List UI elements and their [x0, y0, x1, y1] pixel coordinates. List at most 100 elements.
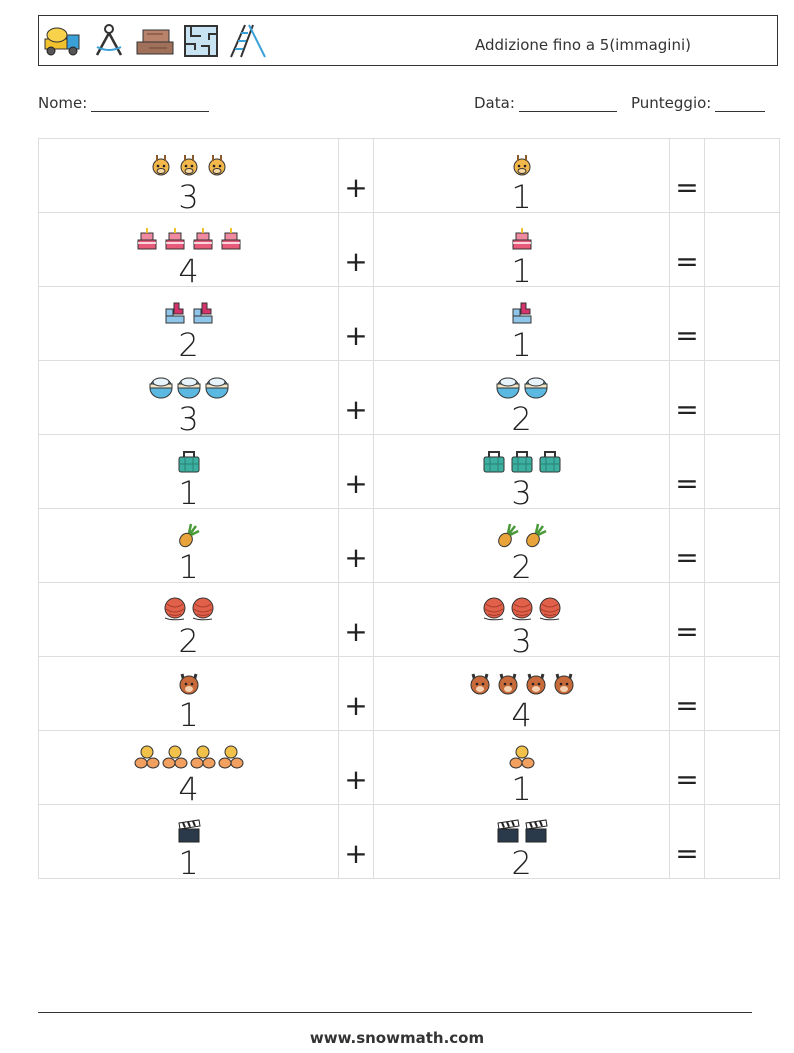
equals-sign-cell: = [669, 286, 705, 361]
answer-cell[interactable] [704, 434, 780, 509]
right-term-cell: 1 [373, 286, 670, 361]
problem-row: 3 +2 = [38, 360, 780, 438]
right-term-cell: 3 [373, 582, 670, 660]
answer-cell[interactable] [704, 212, 780, 287]
footer-url: www.snowmath.com [309, 1029, 485, 1047]
problem-row: 1 +3 = [38, 434, 780, 512]
left-number: 1 [178, 696, 199, 734]
bowl-icon [176, 374, 202, 404]
left-pictures [39, 372, 338, 404]
problems-body: 3 +1 = 4 +1 = 2 +1 = 3 +2 = 1 +3 = 1 +2 = 2 +3 = 1 +4 = 4 +1 = 1 +2 = [38, 138, 780, 882]
right-term-cell: 2 [373, 360, 670, 438]
right-number: 3 [511, 622, 532, 660]
plus-sign-cell: + [338, 360, 374, 435]
maze-icon [181, 22, 221, 60]
right-term-cell: 1 [373, 138, 670, 216]
right-pictures [374, 520, 669, 552]
answer-cell[interactable] [704, 286, 780, 361]
plus-sign-cell: + [338, 656, 374, 731]
problem-row: 1 +4 = [38, 656, 780, 734]
answer-cell[interactable] [704, 582, 780, 657]
right-pictures [374, 224, 669, 256]
plus-sign: + [344, 245, 368, 278]
yarn-icon [162, 596, 188, 626]
answer-cell[interactable] [704, 804, 780, 879]
plus-sign: + [344, 837, 368, 870]
right-number: 2 [511, 400, 532, 438]
answer-cell[interactable] [704, 360, 780, 435]
bowl-icon [204, 374, 230, 404]
giraffe-icon [204, 152, 230, 182]
cake-icon [190, 226, 216, 256]
left-pictures [39, 224, 338, 256]
right-pictures [374, 298, 669, 330]
baby-icon [509, 744, 535, 774]
left-number: 1 [178, 844, 199, 882]
yarn-icon [537, 596, 563, 626]
plus-sign: + [344, 393, 368, 426]
left-pictures [39, 742, 338, 774]
answer-cell[interactable] [704, 138, 780, 213]
cement-truck-icon [43, 22, 83, 60]
left-pictures [39, 668, 338, 700]
problem-row: 4 +1 = [38, 212, 780, 287]
equals-sign-cell: = [669, 434, 705, 509]
right-number: 1 [511, 770, 532, 808]
right-term-cell: 1 [373, 730, 670, 808]
giraffe-icon [148, 152, 174, 182]
yarn-icon [509, 596, 535, 626]
baby-icon [134, 744, 160, 774]
header-box: Addizione fino a 5(immagini) [38, 15, 778, 66]
equals-sign-cell: = [669, 582, 705, 657]
right-number: 3 [511, 474, 532, 512]
left-number: 1 [178, 548, 199, 586]
cake-icon [162, 226, 188, 256]
right-pictures [374, 150, 669, 182]
left-number: 4 [178, 770, 199, 808]
left-pictures [39, 594, 338, 626]
plus-sign: + [344, 689, 368, 722]
equals-sign: = [675, 245, 699, 278]
right-term-cell: 4 [373, 656, 670, 731]
equals-sign-cell: = [669, 138, 705, 213]
pineapple-icon [176, 522, 202, 552]
equals-sign: = [675, 467, 699, 500]
clapperboard-icon [523, 818, 549, 848]
answer-cell[interactable] [704, 656, 780, 731]
date-blank-line[interactable] [518, 97, 617, 112]
right-term-cell: 1 [373, 212, 670, 287]
plus-sign-cell: + [338, 508, 374, 583]
bag-icon [481, 448, 507, 478]
plus-sign-cell: + [338, 804, 374, 879]
right-number: 1 [511, 178, 532, 216]
cake-icon [134, 226, 160, 256]
left-term-cell: 4 [38, 730, 339, 808]
right-term-cell: 2 [373, 804, 670, 879]
plus-sign-cell: + [338, 138, 374, 213]
problem-row: 2 +1 = [38, 286, 780, 361]
equals-sign-cell: = [669, 730, 705, 805]
plus-sign-cell: + [338, 212, 374, 287]
equals-sign-cell: = [669, 804, 705, 879]
equals-sign-cell: = [669, 656, 705, 731]
right-pictures [374, 372, 669, 404]
cake-icon [218, 226, 244, 256]
baby-icon [190, 744, 216, 774]
pineapple-icon [523, 522, 549, 552]
right-number: 2 [511, 548, 532, 586]
answer-cell[interactable] [704, 508, 780, 583]
right-pictures [374, 742, 669, 774]
plus-sign: + [344, 763, 368, 796]
equals-sign-cell: = [669, 360, 705, 435]
problem-row: 4 +1 = [38, 730, 780, 808]
header-icons [43, 22, 267, 60]
blocks-icon [509, 300, 535, 330]
score-blank-line[interactable] [715, 97, 766, 112]
left-term-cell: 2 [38, 286, 339, 361]
left-number: 3 [178, 178, 199, 216]
name-blank-line[interactable] [91, 97, 210, 112]
right-pictures [374, 668, 669, 700]
left-term-cell: 1 [38, 656, 339, 734]
answer-cell[interactable] [704, 730, 780, 805]
equals-sign: = [675, 689, 699, 722]
